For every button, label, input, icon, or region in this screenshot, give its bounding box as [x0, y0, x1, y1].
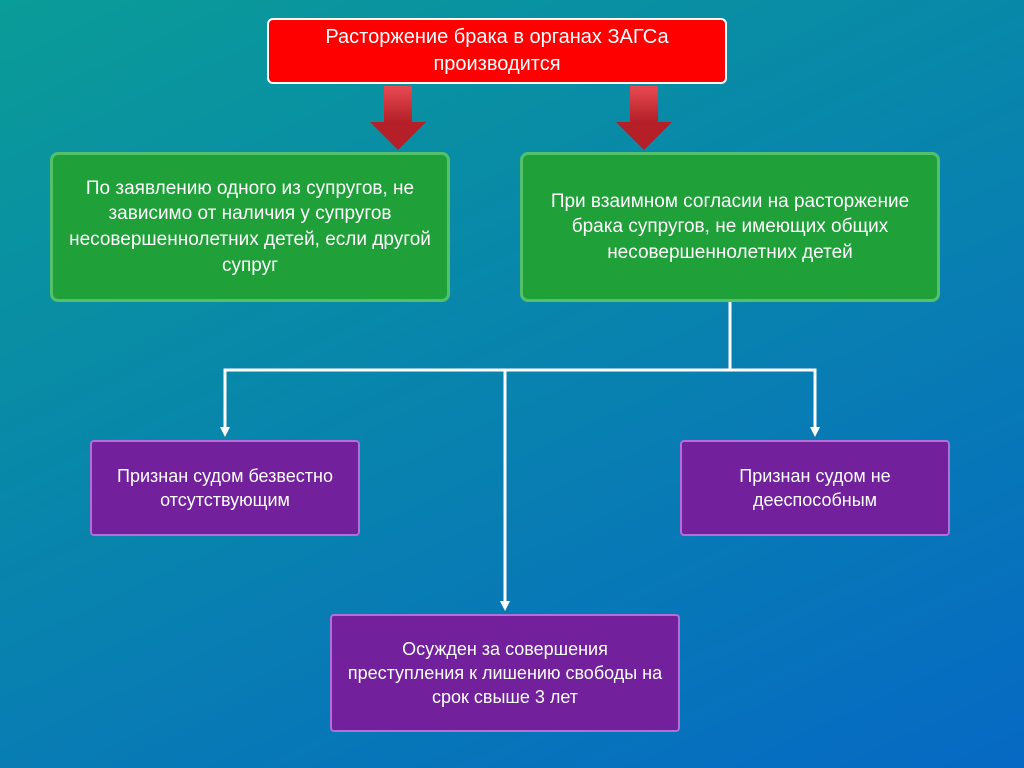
arrow-shaft [384, 86, 412, 122]
purple-right-text: Признан судом не дееспособным [694, 464, 936, 513]
purple-bottom-box: Осужден за совершения преступления к лиш… [330, 614, 680, 732]
big-arrow-left [370, 86, 426, 150]
big-arrow-right [616, 86, 672, 150]
purple-bottom-text: Осужден за совершения преступления к лиш… [344, 637, 666, 710]
arrow-head-icon [370, 122, 426, 150]
right-green-text: При взаимном согласии на расторжение бра… [535, 189, 925, 266]
purple-left-text: Признан судом безвестно отсутствующим [104, 464, 346, 513]
left-green-box: По заявлению одного из супругов, не зави… [50, 152, 450, 302]
root-box: Расторжение брака в органах ЗАГСа произв… [267, 18, 727, 84]
purple-right-box: Признан судом не дееспособным [680, 440, 950, 536]
arrow-head-icon [616, 122, 672, 150]
left-green-text: По заявлению одного из супругов, не зави… [65, 176, 435, 279]
arrow-shaft [630, 86, 658, 122]
right-green-box: При взаимном согласии на расторжение бра… [520, 152, 940, 302]
root-text: Расторжение брака в органах ЗАГСа произв… [281, 24, 713, 78]
purple-left-box: Признан судом безвестно отсутствующим [90, 440, 360, 536]
